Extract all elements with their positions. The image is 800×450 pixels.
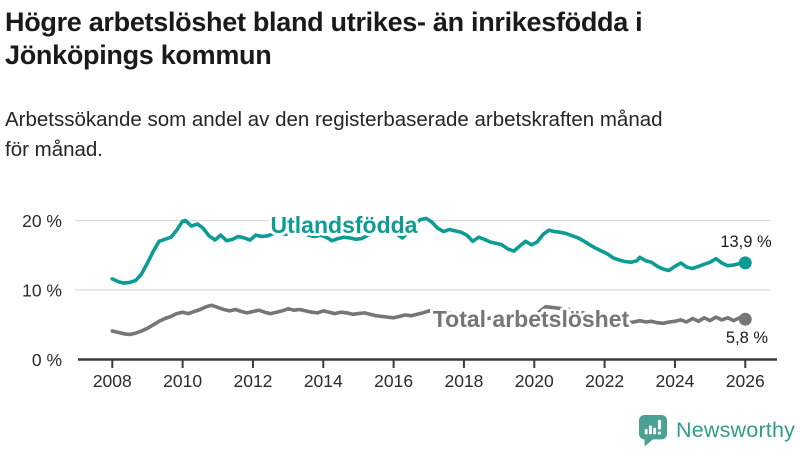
x-axis-label-2024: 2024 bbox=[655, 371, 694, 391]
subtitle-line-1: Arbetssökande som andel av den registerb… bbox=[5, 108, 663, 131]
x-axis-label-2026: 2026 bbox=[726, 371, 765, 391]
end-value-label-utlandsf-dda: 13,9 % bbox=[720, 233, 772, 251]
series-line-utlandsf-dda bbox=[110, 216, 748, 285]
x-axis-label-2020: 2020 bbox=[515, 371, 554, 391]
subtitle-line-2: för månad. bbox=[5, 138, 103, 161]
x-axis-label-2016: 2016 bbox=[374, 371, 413, 391]
page-title: Högre arbetslöshet bland utrikes- än inr… bbox=[5, 6, 785, 72]
y-axis-label-10: 10 % bbox=[22, 281, 62, 301]
series-name-label-total-arbetsl-shet: Total arbetslöshet bbox=[433, 306, 630, 332]
x-axis-label-2022: 2022 bbox=[585, 371, 624, 391]
x-axis-label-2012: 2012 bbox=[233, 371, 272, 391]
title-line-1: Högre arbetslöshet bland utrikes- än inr… bbox=[5, 7, 643, 37]
x-axis-label-2014: 2014 bbox=[304, 371, 343, 391]
newsworthy-bar-chart-icon bbox=[638, 414, 668, 446]
newsworthy-wordmark: Newsworthy bbox=[676, 417, 796, 442]
series-end-dot-total-arbetsl-shet bbox=[738, 312, 752, 326]
series-name-label-utlandsf-dda: Utlandsfödda bbox=[271, 212, 418, 238]
series-end-dot-utlandsf-dda bbox=[738, 256, 752, 270]
x-axis-label-2008: 2008 bbox=[93, 371, 132, 391]
series-line-total-arbetsl-shet bbox=[110, 303, 748, 337]
y-axis-label-20: 20 % bbox=[22, 211, 62, 231]
newsworthy-logo: Newsworthy bbox=[638, 413, 795, 447]
y-axis-label-0: 0 % bbox=[32, 350, 62, 370]
chart-subtitle: Arbetssökande som andel av den registerb… bbox=[5, 105, 785, 165]
x-axis-label-2010: 2010 bbox=[163, 371, 202, 391]
x-axis-label-2018: 2018 bbox=[444, 371, 483, 391]
title-line-2: Jönköpings kommun bbox=[5, 40, 272, 70]
end-value-label-total-arbetsl-shet: 5,8 % bbox=[726, 329, 769, 347]
